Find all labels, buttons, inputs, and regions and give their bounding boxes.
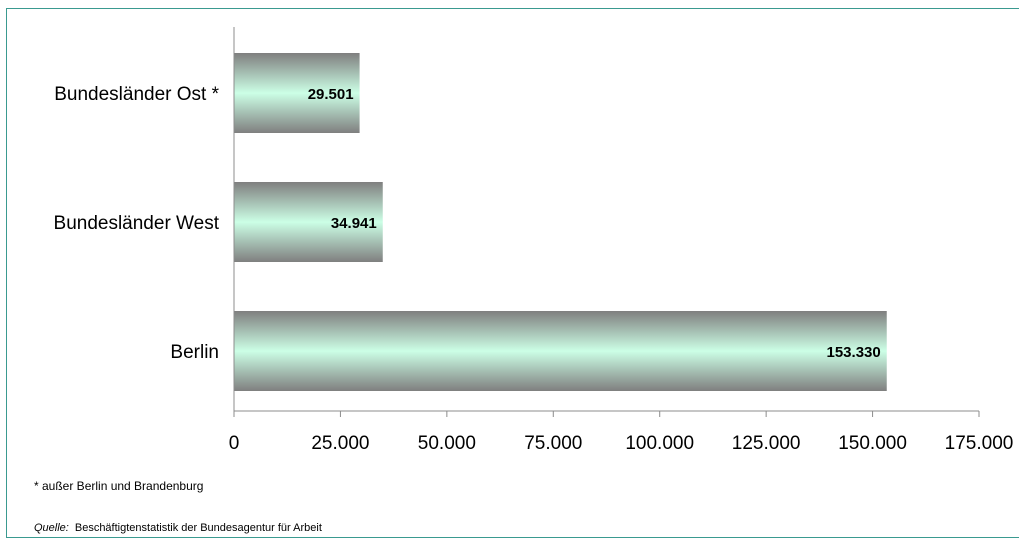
x-tick-label-6: 150.000 (838, 433, 907, 454)
data-label-1: 34.941 (331, 215, 377, 232)
source-text: Beschäftigtenstatistik der Bundesagentur… (74, 522, 322, 534)
chart-footnote: * außer Berlin und Brandenburg (34, 479, 204, 493)
bar-0 (234, 53, 360, 133)
category-label-2: Berlin (170, 342, 219, 363)
x-tick-label-5: 125.000 (732, 433, 801, 454)
data-label-2: 153.330 (827, 344, 881, 361)
x-tick-label-7: 175.000 (945, 433, 1014, 454)
bar-chart: Bundesländer Ost * 29.501 Bundesländer Wes… (54, 27, 1014, 454)
source-label: Quelle: (34, 522, 69, 534)
x-tick-label-1: 25.000 (311, 433, 369, 454)
x-tick-label-2: 50.000 (418, 433, 476, 454)
x-tick-label-4: 100.000 (625, 433, 694, 454)
category-label-0: Bundesländer Ost * (54, 84, 219, 105)
bar-1 (234, 182, 383, 262)
x-tick-label-3: 75.000 (524, 433, 582, 454)
category-label-1: Bundesländer West (54, 213, 220, 234)
chart-source: Quelle: Beschäftigtenstatistik der Bundes… (34, 522, 322, 534)
x-tick-label-0: 0 (229, 433, 240, 454)
chart-frame: Bundesländer Ost * 29.501 Bundesländer Wes… (6, 8, 1019, 538)
data-label-0: 29.501 (308, 86, 354, 103)
bar-2 (234, 311, 887, 391)
